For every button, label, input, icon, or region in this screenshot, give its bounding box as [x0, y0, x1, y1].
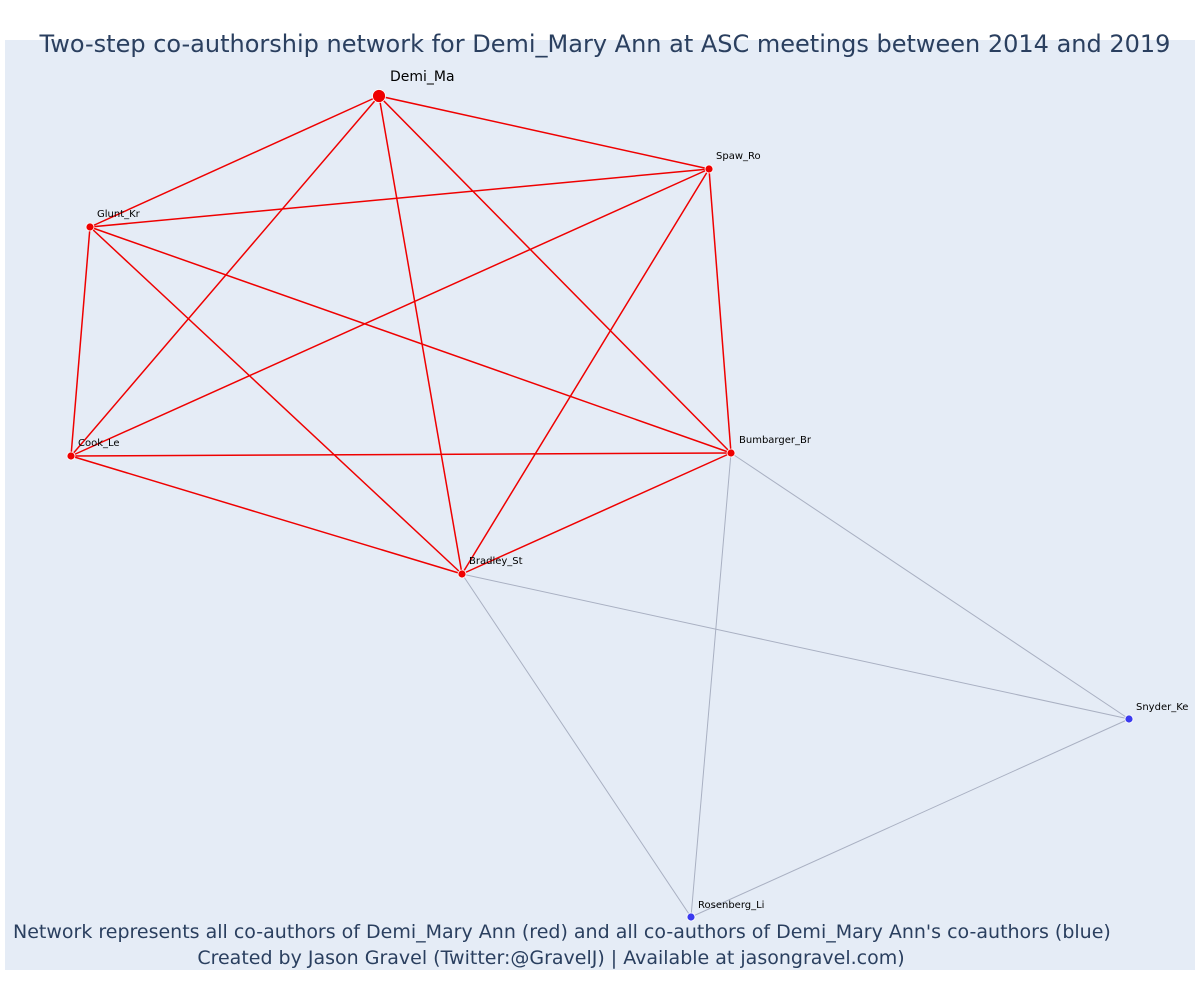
edge-demi_ma-cook_le [70, 95, 380, 457]
node-spaw_ro[interactable] [704, 164, 714, 174]
node-cook_le[interactable] [66, 451, 76, 461]
edges-layer [70, 95, 1130, 918]
edge-demi_ma-bradley_st [378, 95, 463, 575]
labels-layer: Demi_Ma Spaw_Ro Glunt_Kr Cook_Le Bumbarger_B… [78, 69, 1188, 911]
node-demi_ma[interactable] [372, 89, 386, 103]
edge-spaw_ro-cook_le [70, 168, 710, 457]
edge-spaw_ro-bumbarger_br [708, 168, 732, 454]
edge-snyder_ke-rosenberg_li [690, 718, 1130, 918]
edge-demi_ma-bumbarger_br [378, 95, 732, 454]
edge-demi_ma-glunt_kr [89, 95, 380, 228]
node-bumbarger_br[interactable] [726, 448, 736, 458]
caption-line-2: Created by Jason Gravel (Twitter:@Gravel… [197, 947, 904, 969]
node-bradley_st[interactable] [457, 569, 467, 579]
edge-cook_le-bumbarger_br [70, 452, 732, 457]
edge-cook_le-bradley_st [70, 455, 463, 575]
edge-demi_ma-spaw_ro [378, 95, 710, 170]
edge-bumbarger_br-bradley_st [461, 452, 732, 575]
edge-spaw_ro-bradley_st [461, 168, 710, 575]
node-label-demi_ma: Demi_Ma [390, 69, 455, 85]
edge-bumbarger_br-snyder_ke [730, 452, 1130, 720]
plot-area [5, 40, 1195, 970]
edge-bradley_st-snyder_ke [461, 573, 1130, 720]
edge-glunt_kr-bumbarger_br [89, 226, 732, 454]
node-label-rosenberg_li: Rosenberg_Li [698, 900, 764, 911]
node-label-cook_le: Cook_Le [78, 438, 120, 449]
nodes-layer [66, 89, 1134, 922]
caption-line-1: Network represents all co-authors of Dem… [13, 921, 1111, 943]
node-label-bradley_st: Bradley_St [469, 556, 523, 567]
edge-bradley_st-rosenberg_li [461, 573, 692, 918]
node-glunt_kr[interactable] [85, 222, 95, 232]
node-label-glunt_kr: Glunt_Kr [97, 209, 141, 220]
node-snyder_ke[interactable] [1124, 714, 1134, 724]
node-rosenberg_li[interactable] [686, 912, 696, 922]
edge-glunt_kr-bradley_st [89, 226, 463, 575]
node-label-bumbarger_br: Bumbarger_Br [739, 435, 812, 446]
chart-title: Two-step co-authorship network for Demi_… [39, 30, 1171, 58]
node-label-spaw_ro: Spaw_Ro [716, 151, 761, 162]
node-label-snyder_ke: Snyder_Ke [1136, 702, 1188, 713]
edge-spaw_ro-glunt_kr [89, 168, 710, 228]
edge-bumbarger_br-rosenberg_li [690, 452, 732, 918]
edge-glunt_kr-cook_le [70, 226, 91, 457]
